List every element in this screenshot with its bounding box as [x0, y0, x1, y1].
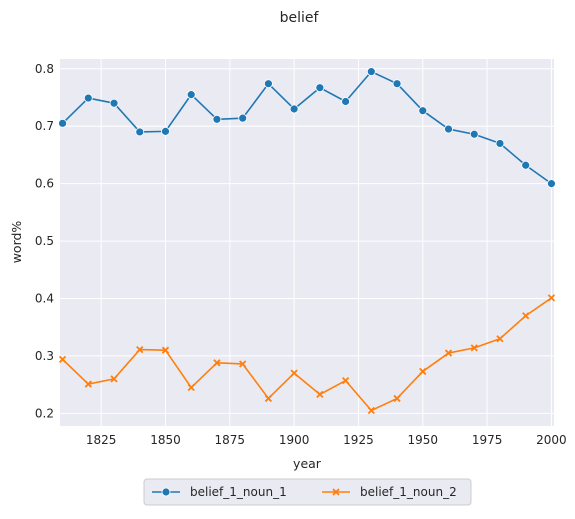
data-point — [547, 294, 556, 302]
x-axis-tick-labels: 1825 1850 1875 1900 1925 1950 1975 2000 — [86, 433, 567, 447]
data-point — [521, 160, 531, 170]
series-2 — [58, 294, 556, 415]
data-point — [496, 335, 504, 343]
data-point — [290, 369, 298, 377]
data-point — [109, 98, 119, 108]
data-point — [238, 113, 248, 123]
y-tick-label: 0.3 — [35, 349, 54, 363]
x-tick-label: 2000 — [536, 433, 567, 447]
data-point — [239, 360, 247, 368]
x-tick-label: 1925 — [343, 433, 374, 447]
legend-item: belief_1_noun_2 — [322, 485, 457, 499]
data-point — [264, 79, 273, 89]
data-point — [161, 126, 170, 136]
y-tick-label: 0.2 — [35, 406, 54, 420]
data-point — [110, 375, 118, 383]
data-point — [522, 312, 530, 320]
x-tick-label: 1975 — [472, 433, 503, 447]
data-point — [135, 127, 145, 137]
data-point — [470, 344, 478, 352]
data-point — [289, 104, 299, 114]
data-point — [367, 406, 375, 415]
y-tick-label: 0.4 — [35, 291, 54, 305]
data-point — [161, 346, 170, 354]
x-tick-label: 1875 — [215, 433, 246, 447]
x-axis-label: year — [293, 456, 322, 471]
legend: belief_1_noun_1 belief_1_noun_2 — [143, 478, 472, 506]
data-point — [264, 394, 273, 403]
data-point — [366, 67, 376, 77]
y-tick-label: 0.7 — [35, 119, 54, 133]
x-tick-label: 1950 — [408, 433, 439, 447]
data-point — [341, 376, 350, 385]
data-point — [315, 83, 325, 93]
x-tick-label: 1850 — [150, 433, 181, 447]
plot-area — [60, 59, 554, 426]
series-1 — [58, 67, 556, 189]
y-tick-label: 0.8 — [35, 62, 54, 76]
data-point — [419, 367, 427, 376]
data-point — [58, 118, 67, 128]
series-layer — [58, 67, 556, 415]
legend-label: belief_1_noun_1 — [190, 485, 287, 499]
data-point — [58, 355, 67, 364]
y-axis-tick-labels: 0.2 0.3 0.4 0.5 0.6 0.7 0.8 — [35, 62, 54, 421]
data-point — [392, 79, 402, 89]
y-tick-label: 0.5 — [35, 234, 54, 248]
data-point — [418, 106, 428, 116]
data-point — [136, 345, 144, 354]
data-point — [495, 139, 505, 148]
data-point — [83, 93, 93, 103]
data-point — [341, 97, 350, 106]
data-point — [213, 359, 221, 367]
legend-label: belief_1_noun_2 — [360, 485, 457, 499]
data-point — [212, 114, 222, 124]
legend-marker — [332, 488, 340, 496]
data-point — [187, 383, 195, 392]
data-point — [444, 124, 453, 134]
data-point — [393, 394, 401, 403]
y-tick-label: 0.6 — [35, 177, 54, 191]
legend-marker — [161, 487, 171, 497]
data-point — [469, 129, 479, 139]
data-point — [84, 380, 92, 388]
x-tick-label: 1825 — [86, 433, 117, 447]
legend-box — [143, 478, 472, 506]
data-point — [186, 90, 196, 100]
data-point — [547, 179, 556, 189]
series-line — [62, 297, 552, 412]
legend-item: belief_1_noun_1 — [152, 485, 287, 499]
x-tick-label: 1900 — [279, 433, 310, 447]
data-point — [444, 349, 453, 357]
chart-title: belief — [280, 10, 320, 26]
grid-lines — [60, 59, 554, 426]
data-point — [316, 390, 324, 399]
y-axis-label: word% — [9, 221, 24, 264]
